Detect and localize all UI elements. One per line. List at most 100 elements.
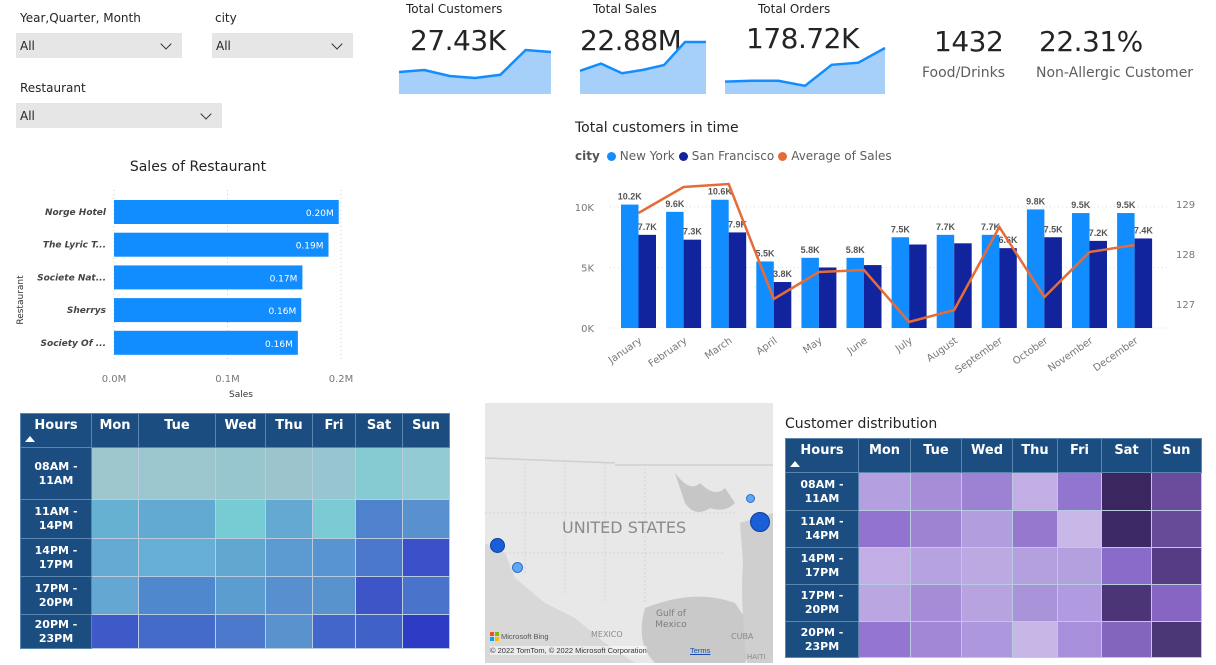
- heatmap-cell[interactable]: [858, 510, 911, 548]
- heatmap-cell[interactable]: [91, 538, 139, 577]
- heatmap-cell[interactable]: [1101, 472, 1152, 511]
- heatmap-cell[interactable]: [910, 510, 962, 548]
- bar-new-york[interactable]: [981, 234, 1000, 328]
- heatmap-cell[interactable]: [265, 499, 313, 539]
- bar-san-francisco[interactable]: [1044, 237, 1062, 328]
- legend-item[interactable]: New York: [619, 149, 675, 163]
- heatmap-cell[interactable]: [1057, 510, 1102, 548]
- map-bubble-san-francisco[interactable]: [490, 538, 505, 553]
- heatmap-cell[interactable]: [402, 614, 450, 649]
- heatmap-cell[interactable]: [138, 447, 216, 500]
- heatmap-cell[interactable]: [1151, 584, 1202, 622]
- heatmap-cell[interactable]: [215, 576, 266, 615]
- heatmap-cell[interactable]: [355, 447, 403, 500]
- bar-san-francisco[interactable]: [1089, 240, 1108, 328]
- heatmap-cell[interactable]: [1151, 510, 1202, 548]
- column-header[interactable]: Thu: [265, 413, 313, 448]
- bar-san-francisco[interactable]: [909, 244, 927, 328]
- heatmap-cell[interactable]: [215, 538, 266, 577]
- heatmap-cell[interactable]: [858, 472, 911, 511]
- heatmap-cell[interactable]: [1012, 472, 1058, 511]
- heatmap-cell[interactable]: [961, 472, 1013, 511]
- heatmap-cell[interactable]: [265, 614, 313, 649]
- bar-new-york[interactable]: [666, 211, 684, 328]
- heatmap-cell[interactable]: [91, 614, 139, 649]
- heatmap-cell[interactable]: [355, 538, 403, 577]
- heatmap-cell[interactable]: [1057, 584, 1102, 622]
- heatmap-cell[interactable]: [91, 447, 139, 500]
- column-header[interactable]: Fri: [1057, 438, 1102, 473]
- heatmap-cell[interactable]: [961, 621, 1013, 658]
- bar-new-york[interactable]: [1072, 213, 1090, 328]
- heatmap-cell[interactable]: [910, 472, 962, 511]
- bar-new-york[interactable]: [1026, 209, 1045, 328]
- bar-san-francisco[interactable]: [683, 239, 702, 328]
- bar-san-francisco[interactable]: [864, 265, 882, 328]
- heatmap-cell[interactable]: [961, 510, 1013, 548]
- column-header[interactable]: Wed: [215, 413, 266, 448]
- heatmap-cell[interactable]: [910, 547, 962, 585]
- bar[interactable]: [114, 330, 298, 355]
- bar-new-york[interactable]: [1117, 213, 1135, 328]
- bar-new-york[interactable]: [711, 199, 729, 328]
- heatmap-cell[interactable]: [402, 447, 450, 500]
- heatmap-cell[interactable]: [1057, 472, 1102, 511]
- bar-san-francisco[interactable]: [954, 243, 972, 328]
- column-header[interactable]: Sun: [402, 413, 450, 448]
- heatmap-cell[interactable]: [910, 621, 962, 658]
- heatmap-cell[interactable]: [265, 538, 313, 577]
- heatmap-cell[interactable]: [215, 614, 266, 649]
- sort-ascending-icon[interactable]: [790, 461, 800, 467]
- heatmap-cell[interactable]: [215, 499, 266, 539]
- date-filter-dropdown[interactable]: All: [16, 33, 182, 58]
- heatmap-cell[interactable]: [1101, 547, 1152, 585]
- bar[interactable]: [114, 298, 302, 323]
- heatmap-cell[interactable]: [138, 614, 216, 649]
- heatmap-cell[interactable]: [312, 499, 356, 539]
- heatmap-cell[interactable]: [138, 499, 216, 539]
- bar-new-york[interactable]: [846, 257, 865, 328]
- heatmap-cell[interactable]: [312, 614, 356, 649]
- bar-new-york[interactable]: [801, 257, 819, 328]
- bar[interactable]: [114, 265, 303, 290]
- heatmap-cell[interactable]: [910, 584, 962, 622]
- column-header[interactable]: Mon: [91, 413, 139, 448]
- legend-item[interactable]: Average of Sales: [791, 149, 892, 163]
- city-map[interactable]: UNITED STATES Gulf of Mexico MEXICO CUBA…: [485, 403, 773, 663]
- heatmap-cell[interactable]: [402, 538, 450, 577]
- legend-item[interactable]: San Francisco: [691, 149, 775, 163]
- bar-san-francisco[interactable]: [818, 267, 837, 329]
- heatmap-cell[interactable]: [91, 499, 139, 539]
- bar[interactable]: [114, 232, 329, 257]
- bar[interactable]: [114, 200, 339, 224]
- heatmap-cell[interactable]: [858, 584, 911, 622]
- heatmap-cell[interactable]: [961, 547, 1013, 585]
- city-filter-dropdown[interactable]: All: [212, 33, 353, 58]
- map-bubble-new-york[interactable]: [750, 512, 770, 532]
- heatmap-cell[interactable]: [858, 621, 911, 658]
- heatmap-cell[interactable]: [1057, 547, 1102, 585]
- heatmap-cell[interactable]: [265, 576, 313, 615]
- column-header[interactable]: Wed: [961, 438, 1013, 473]
- column-header[interactable]: Tue: [138, 413, 216, 448]
- column-header[interactable]: Thu: [1012, 438, 1058, 473]
- heatmap-cell[interactable]: [138, 576, 216, 615]
- column-header-hours[interactable]: Hours: [20, 413, 92, 448]
- heatmap-cell[interactable]: [1151, 547, 1202, 585]
- heatmap-cell[interactable]: [858, 547, 911, 585]
- heatmap-cell[interactable]: [402, 576, 450, 615]
- heatmap-cell[interactable]: [1012, 621, 1058, 658]
- heatmap-cell[interactable]: [312, 447, 356, 500]
- column-header[interactable]: Sat: [355, 413, 403, 448]
- bar-san-francisco[interactable]: [728, 232, 747, 328]
- column-header[interactable]: Mon: [858, 438, 911, 473]
- heatmap-cell[interactable]: [91, 576, 139, 615]
- heatmap-cell[interactable]: [312, 576, 356, 615]
- heatmap-cell[interactable]: [1012, 510, 1058, 548]
- heatmap-cell[interactable]: [1057, 621, 1102, 658]
- heatmap-cell[interactable]: [265, 447, 313, 500]
- heatmap-cell[interactable]: [1151, 621, 1202, 658]
- bar-san-francisco[interactable]: [999, 248, 1017, 328]
- heatmap-cell[interactable]: [1012, 547, 1058, 585]
- heatmap-cell[interactable]: [312, 538, 356, 577]
